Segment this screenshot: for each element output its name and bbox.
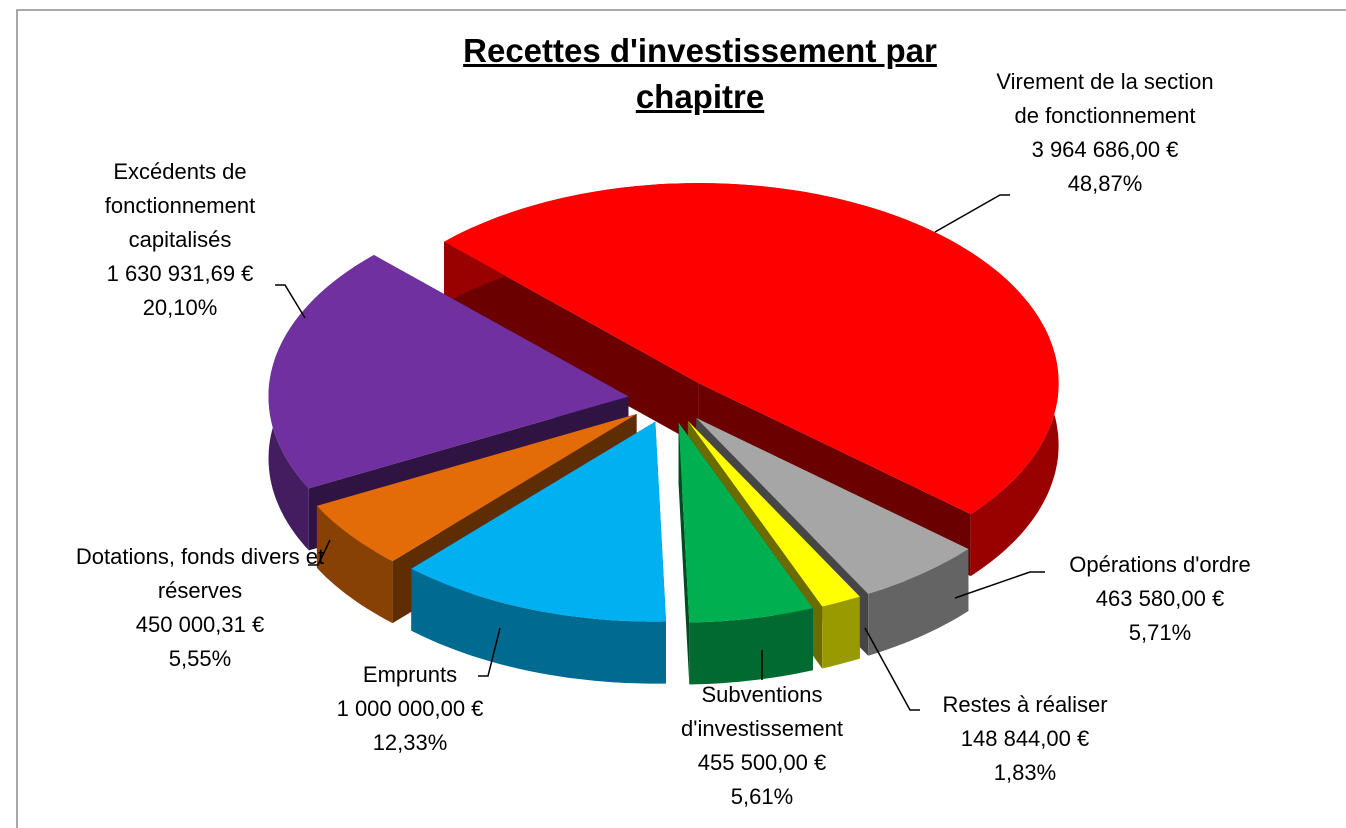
chart-title: Recettes d'investissement par chapitre <box>463 32 937 115</box>
value-label: 450 000,31 € <box>135 612 265 637</box>
leader-line <box>478 627 501 677</box>
slice-label: Subventions d'investissement <box>681 682 843 741</box>
slice-label: Dotations, fonds divers et réserves <box>75 544 325 603</box>
slice-side <box>689 608 813 685</box>
slice-label: Virement de la section de fonctionnement <box>996 69 1214 128</box>
slice <box>411 421 666 622</box>
value-label: 148 844,00 € <box>960 726 1090 751</box>
slice-side <box>822 596 860 669</box>
slice-side <box>868 549 969 656</box>
slice <box>678 422 813 623</box>
slice <box>696 418 969 594</box>
percentage-label: 20,10% <box>142 295 218 320</box>
slice <box>444 183 1059 515</box>
slice-label: Opérations d'ordre <box>1069 552 1251 577</box>
slice-side <box>411 568 666 684</box>
percentage-label: 1,83% <box>993 760 1057 785</box>
percentage-label: 5,71% <box>1128 620 1192 645</box>
leader-line <box>275 284 306 319</box>
slice-wall <box>678 422 690 685</box>
slice <box>687 420 860 607</box>
leader-line <box>954 571 1045 599</box>
percentage-label: 5,61% <box>730 784 794 809</box>
value-label: 463 580,00 € <box>1095 586 1225 611</box>
slice-label: Excédents de fonctionnement capitalisés <box>104 159 256 252</box>
value-label: 1 000 000,00 € <box>336 696 484 721</box>
percentage-label: 5,55% <box>168 646 232 671</box>
value-label: 455 500,00 € <box>697 750 827 775</box>
slice-wall <box>444 241 699 446</box>
slice-side <box>316 505 393 624</box>
value-label: 3 964 686,00 € <box>1031 137 1179 162</box>
percentage-label: 12,33% <box>372 730 448 755</box>
slice <box>316 414 637 562</box>
leader-line <box>934 194 1010 233</box>
leader-line <box>864 627 920 711</box>
slice-label: Emprunts <box>362 662 458 687</box>
frame <box>16 9 1346 828</box>
slice <box>268 255 629 489</box>
leader-line <box>308 539 331 566</box>
value-label: 1 630 931,69 € <box>106 261 254 286</box>
slice-label: Restes à réaliser <box>942 692 1108 717</box>
percentage-label: 48,87% <box>1067 171 1143 196</box>
